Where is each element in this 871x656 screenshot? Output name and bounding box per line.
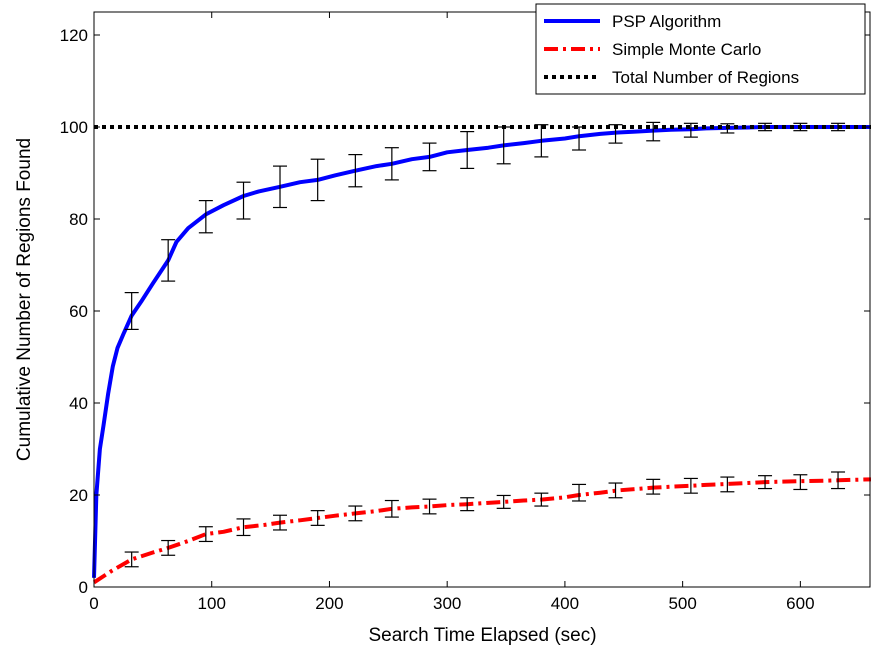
x-tick-label: 400	[551, 594, 579, 613]
error-bar-psp-algorithm	[572, 126, 587, 151]
error-bar-simple-monte-carlo	[124, 551, 139, 568]
y-tick-label: 120	[60, 26, 88, 45]
error-bar-psp-algorithm	[236, 181, 251, 220]
error-bar-psp-algorithm	[460, 131, 475, 169]
y-tick-label: 100	[60, 118, 88, 137]
x-axis-label: Search Time Elapsed (sec)	[368, 625, 596, 646]
error-bar-simple-monte-carlo	[460, 497, 475, 512]
error-bar-simple-monte-carlo	[348, 505, 363, 522]
y-tick-label: 20	[69, 486, 88, 505]
errorbar-layer	[124, 121, 846, 568]
y-tick-label: 40	[69, 394, 88, 413]
error-bar-psp-algorithm	[310, 158, 325, 202]
error-bar-simple-monte-carlo	[273, 514, 288, 531]
x-tick-label: 500	[668, 594, 696, 613]
series-line-simple-monte-carlo	[92, 477, 871, 585]
plot-area	[92, 11, 871, 588]
error-bar-psp-algorithm	[534, 124, 549, 158]
x-tick-label: 600	[786, 594, 814, 613]
error-bar-simple-monte-carlo	[793, 474, 808, 491]
x-tick-label: 0	[89, 594, 98, 613]
error-bar-simple-monte-carlo	[534, 492, 549, 507]
error-bar-simple-monte-carlo	[496, 494, 511, 509]
error-bar-simple-monte-carlo	[161, 539, 176, 556]
error-bar-simple-monte-carlo	[831, 471, 846, 490]
error-bar-psp-algorithm	[831, 122, 846, 132]
error-bar-psp-algorithm	[496, 126, 511, 165]
error-bar-simple-monte-carlo	[198, 526, 213, 543]
error-bar-simple-monte-carlo	[422, 498, 437, 515]
error-bar-psp-algorithm	[273, 165, 288, 209]
axes-frame	[93, 11, 871, 588]
error-bar-simple-monte-carlo	[310, 510, 325, 526]
error-bar-psp-algorithm	[793, 122, 808, 132]
error-bar-psp-algorithm	[608, 124, 623, 144]
error-bar-simple-monte-carlo	[572, 483, 587, 502]
error-bar-simple-monte-carlo	[608, 482, 623, 499]
legend-entry-psp-algorithm: PSP Algorithm	[612, 12, 721, 31]
x-tick-label: 300	[433, 594, 461, 613]
error-bar-psp-algorithm	[124, 292, 139, 330]
error-bar-psp-algorithm	[646, 121, 661, 142]
error-bar-psp-algorithm	[422, 142, 437, 172]
error-bar-simple-monte-carlo	[720, 476, 735, 493]
legend-entry-total-number-of-regions: Total Number of Regions	[612, 68, 799, 87]
error-bar-simple-monte-carlo	[758, 475, 773, 490]
y-tick-label: 0	[79, 578, 88, 597]
error-bar-psp-algorithm	[161, 239, 176, 282]
series-layer	[92, 125, 871, 585]
error-bar-psp-algorithm	[198, 200, 213, 234]
x-tick-label: 100	[198, 594, 226, 613]
tick-labels-layer: 0 100 200 300 400 500 600 0 20 40 60 80 100 120	[60, 26, 815, 613]
legend-entry-simple-monte-carlo: Simple Monte Carlo	[612, 40, 761, 59]
error-bar-simple-monte-carlo	[683, 477, 698, 494]
x-tick-label: 200	[315, 594, 343, 613]
y-tick-label: 60	[69, 302, 88, 321]
ticks-layer	[93, 12, 870, 588]
error-bar-psp-algorithm	[348, 154, 363, 188]
error-bar-psp-algorithm	[720, 123, 735, 134]
y-axis-label: Cumulative Number of Regions Found	[14, 138, 35, 461]
y-tick-label: 80	[69, 210, 88, 229]
error-bar-simple-monte-carlo	[646, 478, 661, 495]
error-bar-simple-monte-carlo	[236, 518, 251, 537]
error-bar-simple-monte-carlo	[384, 499, 399, 518]
error-bar-psp-algorithm	[384, 147, 399, 181]
legend: PSP Algorithm Simple Monte Carlo Total N…	[535, 3, 866, 95]
error-bar-psp-algorithm	[683, 122, 698, 138]
error-bar-psp-algorithm	[758, 122, 773, 132]
